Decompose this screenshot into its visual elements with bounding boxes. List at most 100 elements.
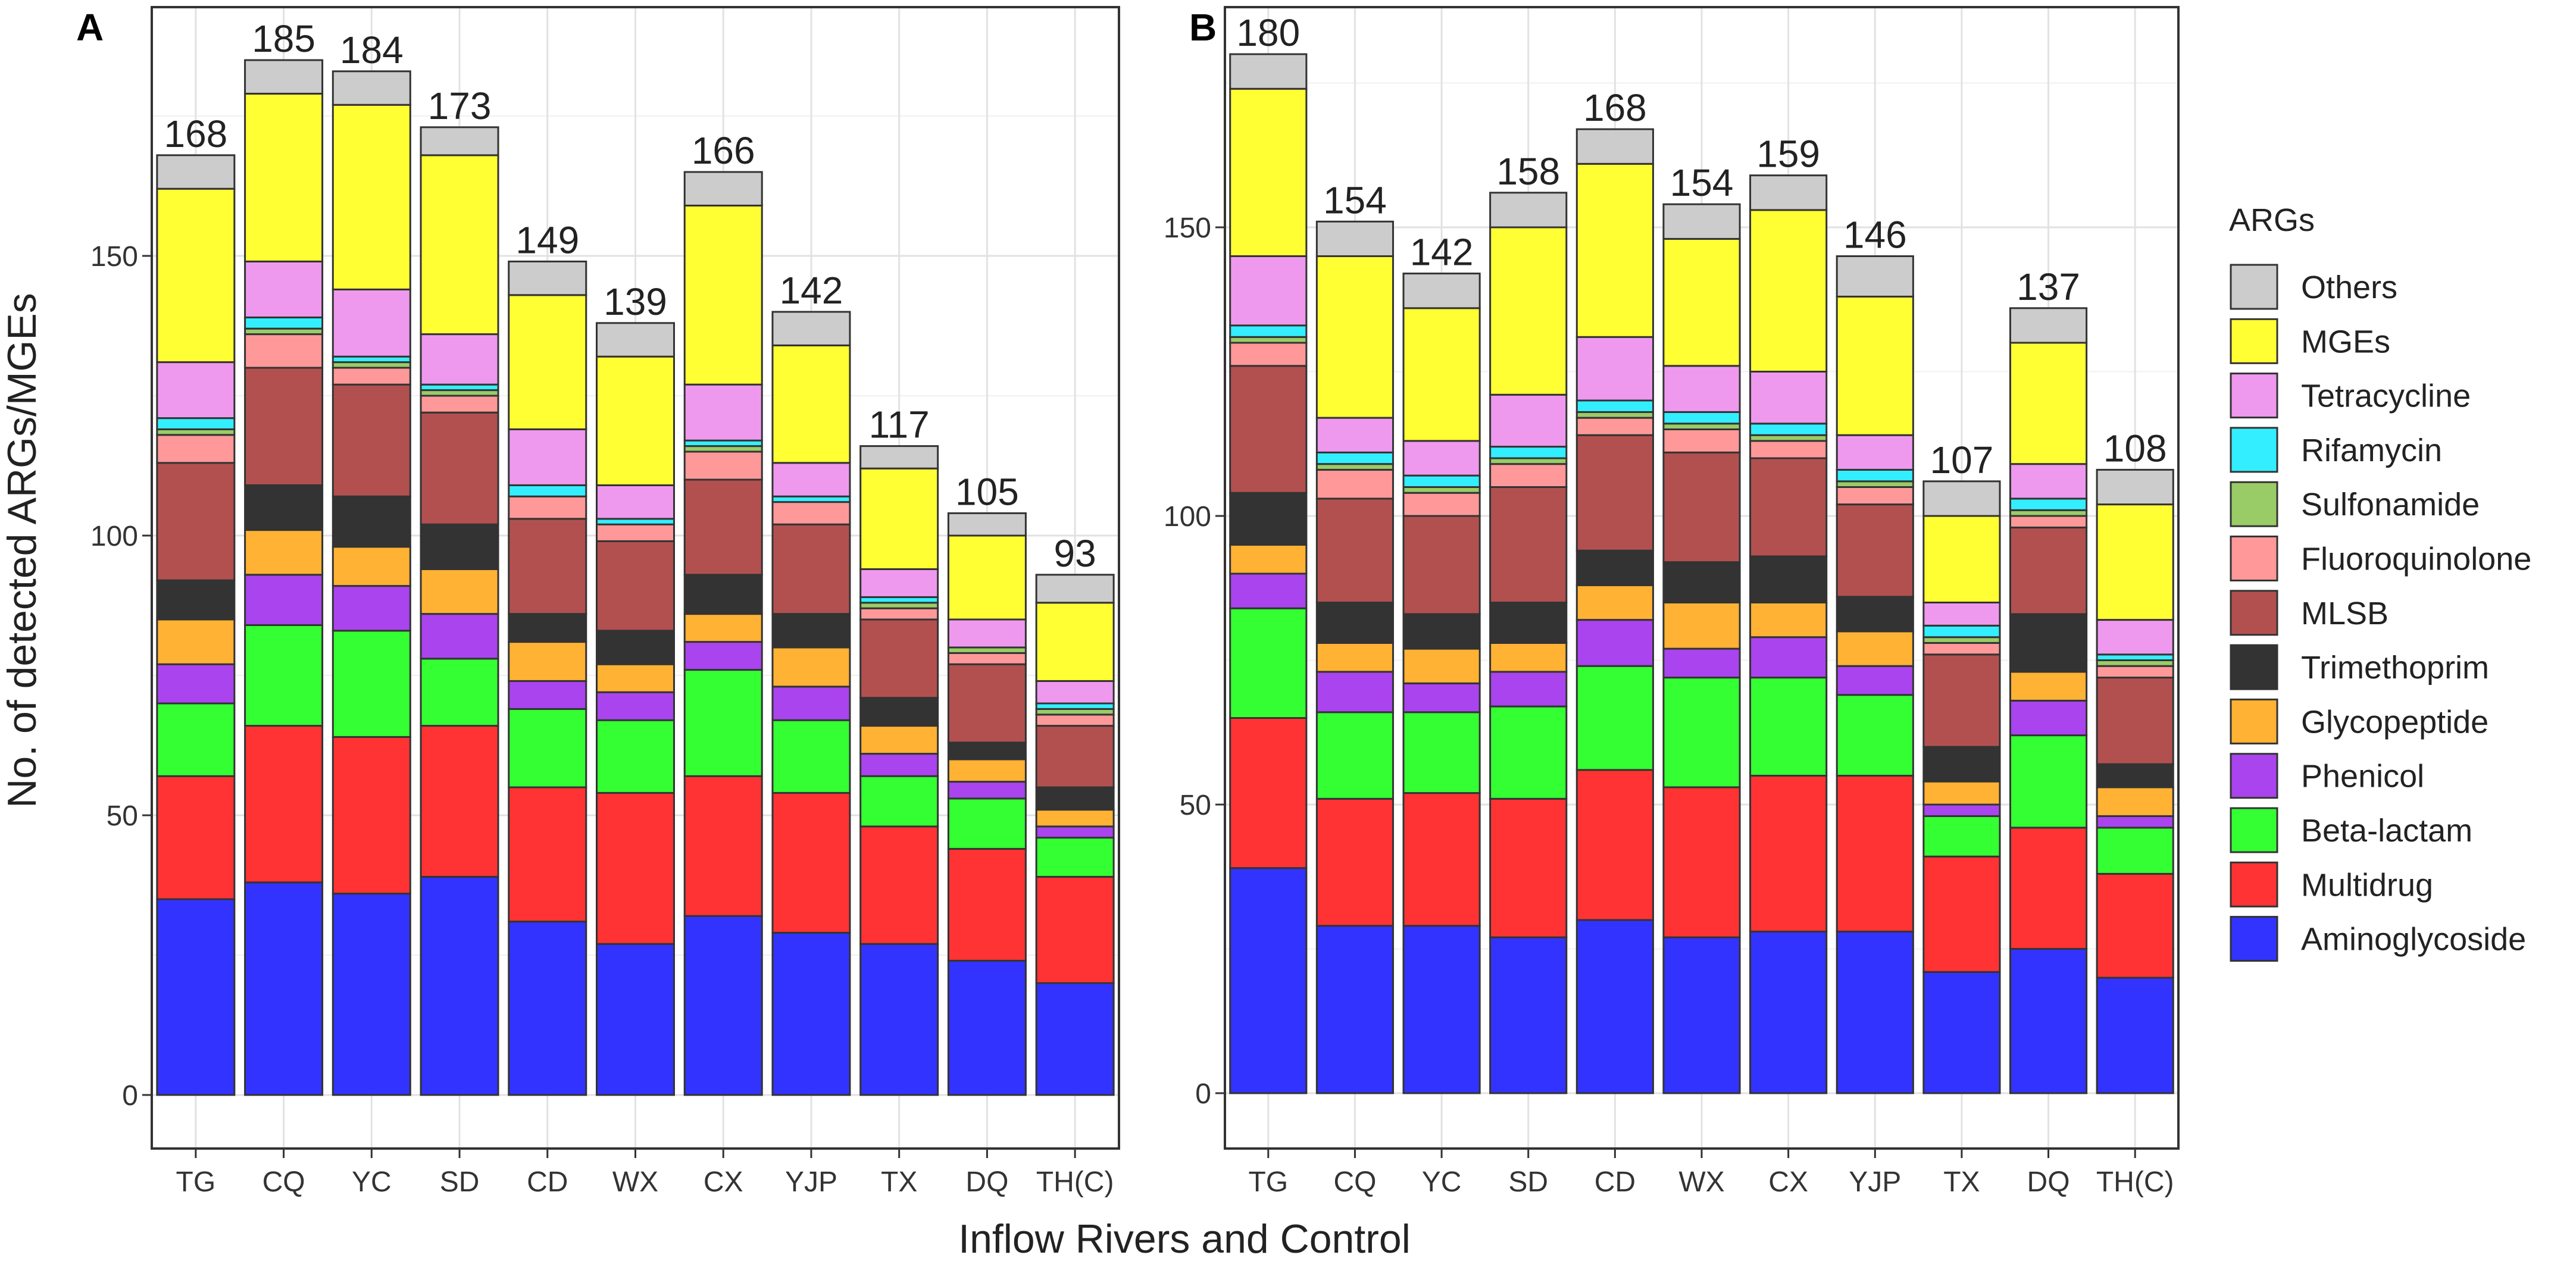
bar-segment-yc-fluoroquinolone — [1402, 492, 1481, 517]
panel-letter-b: B — [1189, 6, 1217, 49]
bar-segment-sd-fluoroquinolone — [1489, 463, 1568, 489]
bar-segment-yjp-aminoglycoside — [771, 931, 851, 1096]
bar-segment-yjp-mges — [771, 344, 851, 464]
y-axis-title: No. of detected ARGs/MGEs — [0, 293, 45, 808]
bar-segment-th-c-glycopeptide — [2096, 786, 2174, 817]
bar-segment-th-c-mlsb — [2096, 677, 2174, 765]
panel-border — [151, 6, 1120, 1150]
bar-segment-dq-mlsb — [947, 663, 1027, 744]
bar-segment-cx-beta-lactam — [1749, 677, 1828, 777]
bar-segment-tg-tetracycline — [156, 361, 236, 420]
bar-total-cq: 154 — [1323, 179, 1387, 221]
bar-segment-sd-aminoglycoside — [1489, 936, 1568, 1094]
bar-segment-sd-others — [1489, 192, 1568, 229]
bar-segment-cq-multidrug — [1315, 797, 1395, 927]
bar-segment-cd-mlsb — [508, 518, 587, 615]
bar-segment-yc-mges — [332, 104, 411, 290]
bar-segment-tx-aminoglycoside — [1922, 971, 2001, 1094]
legend-key-mlsb — [2230, 590, 2278, 636]
y-tick-label-100: 100 — [1164, 501, 1211, 533]
bar-segment-sd-mlsb — [420, 411, 499, 525]
legend-label-phenicol: Phenicol — [2301, 759, 2424, 794]
bar-segment-tx-glycopeptide — [1922, 780, 2001, 806]
bar-segment-tx-others — [859, 445, 939, 470]
bar-segment-cq-tetracycline — [1315, 417, 1395, 453]
bar-segment-cq-mges — [1315, 255, 1395, 419]
bar-segment-th-c-others — [2096, 468, 2174, 506]
bar-segment-wx-trimethoprim — [1662, 561, 1741, 603]
bar-segment-wx-fluoroquinolone — [1662, 428, 1741, 453]
bar-segment-wx-tetracycline — [1662, 365, 1741, 413]
legend-label-mges: MGEs — [2301, 324, 2390, 359]
bar-segment-tx-multidrug — [1922, 855, 2001, 973]
bar-segment-tg-multidrug — [156, 775, 236, 900]
bar-segment-yc-tetracycline — [332, 288, 411, 358]
bar-total-yc: 184 — [340, 29, 404, 71]
bar-segment-sd-fluoroquinolone — [420, 395, 499, 414]
bar-segment-sd-phenicol — [1489, 671, 1568, 708]
bar-segment-cd-rifamycin — [1575, 399, 1654, 413]
bar-segment-tx-aminoglycoside — [859, 943, 939, 1096]
bar-segment-cd-trimethoprim — [1575, 549, 1654, 586]
bar-segment-yc-others — [332, 70, 411, 106]
bar-segment-dq-aminoglycoside — [947, 959, 1027, 1096]
bar-segment-dq-phenicol — [947, 781, 1027, 800]
legend-label-sulfonamide: Sulfonamide — [2301, 487, 2480, 522]
bar-segment-yc-trimethoprim — [1402, 613, 1481, 650]
bar-segment-cx-fluoroquinolone — [1749, 440, 1828, 459]
x-tick-label-wx: WX — [1678, 1166, 1724, 1198]
bar-total-wx: 139 — [604, 280, 667, 323]
bar-segment-wx-tetracycline — [596, 484, 675, 520]
bar-segment-yjp-mges — [1836, 295, 1914, 436]
bar-segment-dq-beta-lactam — [2009, 734, 2088, 829]
bar-segment-yc-beta-lactam — [1402, 711, 1481, 794]
bar-segment-tg-aminoglycoside — [156, 898, 236, 1096]
bar-segment-cd-aminoglycoside — [1575, 919, 1654, 1094]
bar-total-tx: 107 — [1930, 439, 1994, 481]
bar-segment-wx-multidrug — [1662, 786, 1741, 938]
bar-total-cx: 166 — [692, 129, 755, 172]
bar-segment-yc-multidrug — [1402, 792, 1481, 927]
bar-segment-yc-mges — [1402, 307, 1481, 442]
x-tick-label-wx: WX — [612, 1166, 658, 1198]
bar-segment-cx-multidrug — [1749, 775, 1828, 933]
bar-segment-tg-trimethoprim — [156, 579, 236, 621]
bar-segment-cx-tetracycline — [1749, 371, 1828, 425]
bar-segment-cx-multidrug — [683, 775, 763, 917]
bar-segment-yc-phenicol — [1402, 682, 1481, 714]
bar-segment-sd-mges — [420, 154, 499, 336]
bar-segment-yjp-beta-lactam — [1836, 694, 1914, 777]
bar-segment-wx-phenicol — [1662, 647, 1741, 679]
bar-segment-cq-fluoroquinolone — [244, 333, 324, 369]
bar-segment-tg-glycopeptide — [156, 618, 236, 665]
bar-segment-cx-phenicol — [683, 641, 763, 671]
bar-segment-cd-mges — [1575, 162, 1654, 338]
legend-label-trimethoprim: Trimethoprim — [2301, 650, 2489, 686]
bar-segment-cd-phenicol — [1575, 619, 1654, 667]
bar-segment-sd-phenicol — [420, 613, 499, 660]
y-tick-label-150: 150 — [1164, 212, 1211, 244]
bar-segment-yc-glycopeptide — [332, 546, 411, 587]
x-axis-title: Inflow Rivers and Control — [958, 1216, 1411, 1261]
x-tick-label-tg: TG — [176, 1166, 216, 1198]
bar-segment-cq-fluoroquinolone — [1315, 468, 1395, 500]
bar-segment-tx-mlsb — [1922, 653, 2001, 748]
bar-segment-dq-mges — [2009, 342, 2088, 465]
legend-key-fluoroquinolone — [2230, 536, 2278, 581]
bar-segment-sd-tetracycline — [1489, 393, 1568, 448]
bar-segment-cd-beta-lactam — [508, 708, 587, 788]
bar-segment-cd-tetracycline — [1575, 336, 1654, 402]
bar-segment-sd-glycopeptide — [1489, 642, 1568, 673]
bar-segment-th-c-phenicol — [1035, 825, 1115, 839]
y-tick-label-150: 150 — [90, 241, 138, 273]
x-tick-label-cx: CX — [704, 1166, 743, 1198]
bar-segment-cq-others — [1315, 220, 1395, 257]
bar-segment-yjp-others — [1836, 255, 1914, 298]
bar-segment-dq-trimethoprim — [2009, 613, 2088, 673]
bar-segment-yjp-tetracycline — [771, 462, 851, 497]
bar-segment-tg-aminoglycoside — [1229, 867, 1308, 1094]
bar-segment-yc-rifamycin — [1402, 474, 1481, 488]
panel-a: 168 TG 185 CQ 184 YC 173 SD 149 CD 139 WX 166 CX 142 YJ… — [76, 6, 1120, 1198]
bar-segment-tg-rifamycin — [1229, 324, 1308, 338]
bar-segment-yjp-multidrug — [1836, 775, 1914, 933]
